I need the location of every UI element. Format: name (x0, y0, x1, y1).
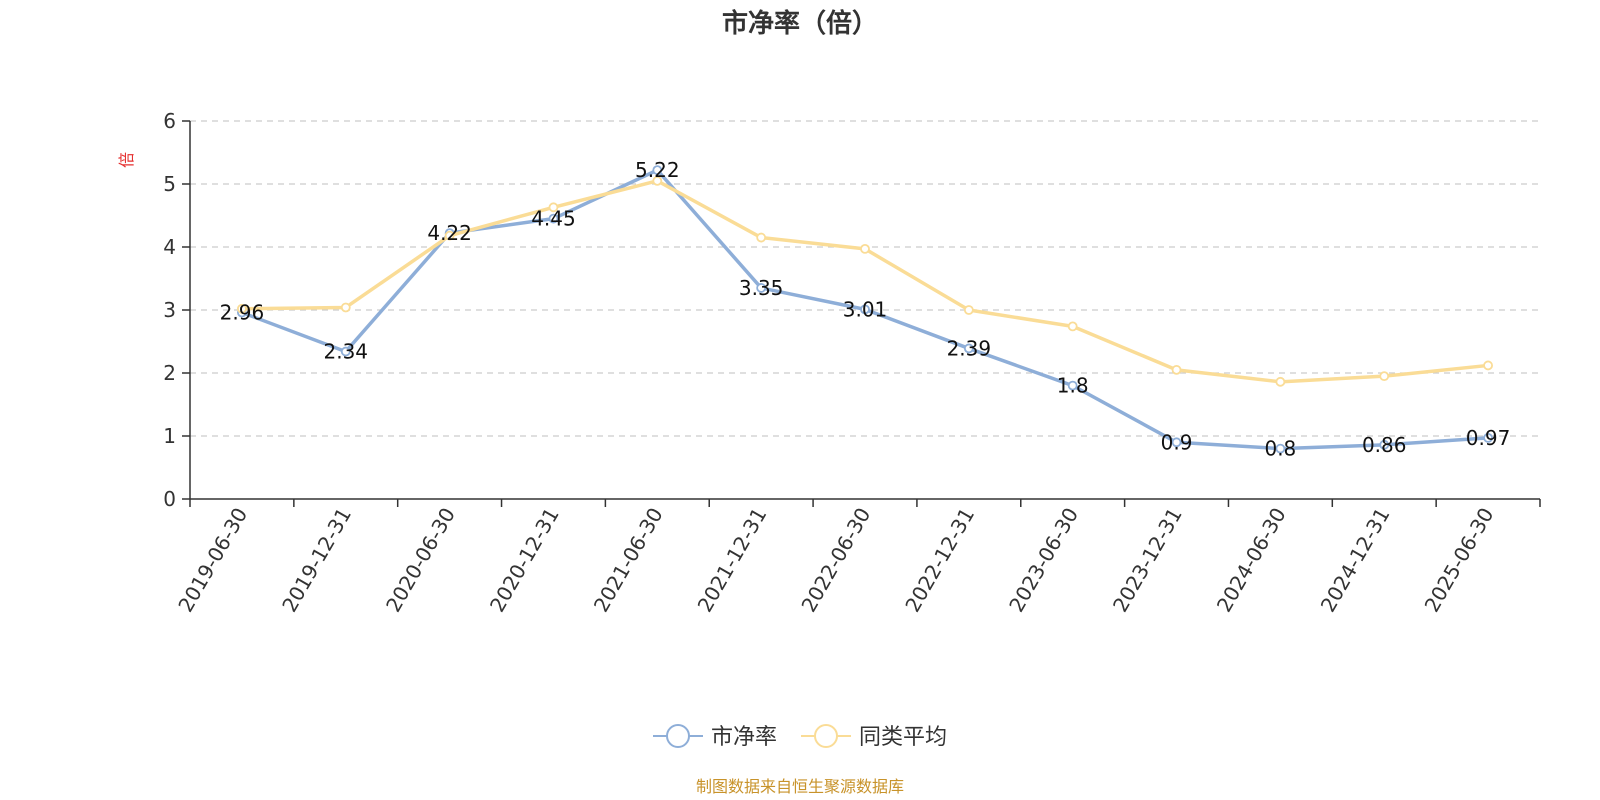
data-label: 4.22 (427, 221, 472, 245)
legend-item-1[interactable]: 同类平均 (801, 724, 947, 750)
series-1-point (237, 303, 247, 314)
data-label: 3.35 (739, 276, 784, 300)
data-label: 3.01 (843, 297, 888, 321)
x-tick-label: 2021-06-30 (589, 504, 668, 617)
data-label: 2.96 (220, 301, 265, 325)
data-label: 0.97 (1466, 426, 1511, 450)
x-tick-label: 2022-12-31 (900, 504, 979, 617)
series-1-point (652, 175, 663, 186)
series-1-point (1275, 376, 1286, 387)
series-1-point (444, 230, 455, 241)
x-tick-label: 2024-06-30 (1212, 504, 1291, 617)
x-tick-label: 2023-12-31 (1108, 504, 1187, 617)
y-tick-label: 2 (163, 361, 176, 385)
legend-marker (666, 724, 690, 748)
x-tick-label: 2022-06-30 (796, 504, 875, 617)
x-tick-label: 2023-06-30 (1004, 504, 1083, 617)
data-label: 0.86 (1362, 433, 1407, 457)
series-1-point (340, 302, 351, 313)
axes: 0 1 2 3 4 5 6 2019-06-30 2019-12-31 2020-06-30 202… (163, 109, 1541, 617)
legend-marker (814, 724, 838, 748)
x-tick-label: 2019-06-30 (173, 504, 252, 617)
series-0-point (756, 283, 767, 293)
y-tick-label: 1 (163, 424, 176, 448)
x-tick-label: 2020-06-30 (381, 504, 460, 617)
series-lines (237, 165, 1493, 454)
series-0-point (963, 343, 974, 354)
grid-lines (190, 120, 1540, 437)
chart-title: 市净率（倍） (722, 8, 878, 39)
series-1-point (1379, 371, 1390, 382)
series-0-point (652, 165, 663, 176)
data-labels: 2.96 2.34 4.22 4.45 5.22 3.35 3.01 2.39 1.8 0.9 0.… (220, 158, 1511, 460)
data-label: 2.39 (947, 336, 992, 360)
data-label: 4.45 (531, 207, 576, 231)
x-tick-label: 2024-12-31 (1316, 504, 1395, 617)
series-1-point (963, 305, 974, 315)
series-line-1 (241, 179, 1489, 384)
series-1-point (1171, 364, 1182, 375)
legend: 市净率 同类平均 (653, 724, 947, 750)
y-tick-label: 4 (163, 235, 176, 259)
legend-label: 同类平均 (859, 725, 947, 750)
series-0-point (860, 304, 870, 315)
x-tick-label: 2020-12-31 (485, 504, 564, 617)
data-label: 2.34 (324, 340, 369, 364)
series-0-point (1483, 432, 1493, 443)
y-tick-label: 3 (163, 298, 176, 322)
y-axis-unit-label: 倍 (117, 152, 136, 168)
y-tick-label: 6 (163, 109, 176, 133)
y-tick-label: 0 (163, 487, 176, 511)
series-0-point (1275, 443, 1286, 454)
series-0-point (548, 213, 559, 224)
legend-item-0[interactable]: 市净率 (653, 724, 777, 750)
y-tick-label: 5 (163, 172, 176, 196)
series-1-point (756, 232, 767, 243)
data-label: 1.8 (1057, 374, 1089, 398)
series-1-point (1067, 321, 1078, 332)
series-0-point (1379, 439, 1390, 450)
data-label: 0.9 (1161, 430, 1193, 454)
x-tick-label: 2025-06-30 (1420, 504, 1499, 617)
legend-label: 市净率 (711, 725, 777, 750)
data-label: 5.22 (635, 158, 680, 182)
series-1-point (548, 202, 559, 213)
series-1-point (860, 243, 870, 254)
series-0-point (1171, 437, 1182, 448)
x-tick-label: 2019-12-31 (277, 504, 356, 617)
data-label: 0.8 (1264, 437, 1296, 461)
series-0-point (1067, 380, 1078, 391)
x-tick-label: 2021-12-31 (693, 504, 772, 617)
series-1-point (1483, 360, 1493, 371)
series-0-point (340, 346, 351, 357)
source-note: 制图数据来自恒生聚源数据库 (696, 777, 904, 796)
